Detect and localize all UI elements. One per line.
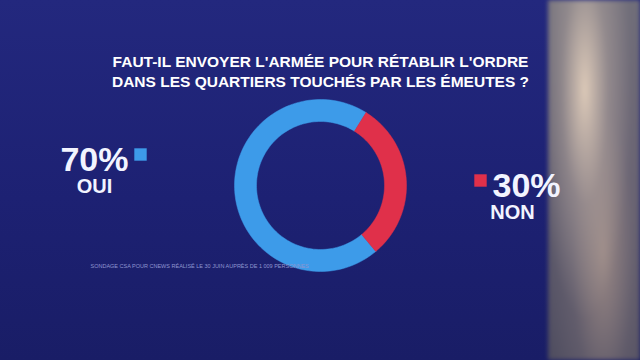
svg-text:70%: 70%	[60, 140, 128, 178]
svg-text:SONDAGE CSA POUR CNEWS RÉALISÉ: SONDAGE CSA POUR CNEWS RÉALISÉ LE 30 JUI…	[91, 263, 310, 269]
svg-text:OUI: OUI	[77, 175, 113, 197]
svg-text:NON: NON	[490, 201, 534, 223]
svg-text:FAUT-IL ENVOYER L'ARMÉE POUR R: FAUT-IL ENVOYER L'ARMÉE POUR RÉTABLIR L'…	[112, 53, 529, 90]
svg-text:30%: 30%	[493, 166, 561, 204]
